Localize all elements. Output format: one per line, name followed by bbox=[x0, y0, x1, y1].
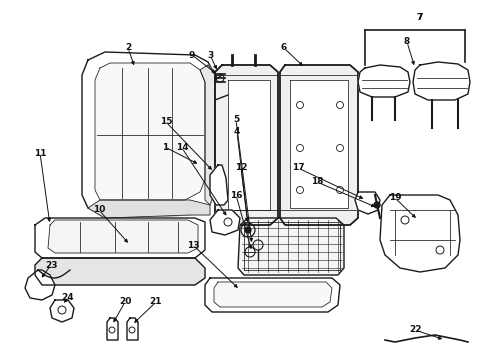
Text: 20: 20 bbox=[119, 297, 131, 306]
Polygon shape bbox=[95, 63, 204, 200]
Polygon shape bbox=[227, 80, 269, 210]
Text: 12: 12 bbox=[234, 163, 247, 172]
Polygon shape bbox=[379, 195, 459, 272]
Polygon shape bbox=[412, 62, 469, 100]
Text: 10: 10 bbox=[93, 206, 105, 215]
Text: 3: 3 bbox=[206, 50, 213, 59]
Polygon shape bbox=[354, 192, 379, 214]
Text: 9: 9 bbox=[188, 50, 195, 59]
Polygon shape bbox=[88, 200, 209, 218]
Polygon shape bbox=[215, 65, 278, 225]
Text: 4: 4 bbox=[233, 127, 240, 136]
Text: 2: 2 bbox=[124, 44, 131, 53]
Circle shape bbox=[373, 202, 379, 208]
Polygon shape bbox=[200, 65, 215, 205]
Polygon shape bbox=[25, 270, 55, 300]
Text: 17: 17 bbox=[291, 163, 304, 172]
Text: 15: 15 bbox=[160, 117, 172, 126]
Text: 19: 19 bbox=[388, 194, 401, 202]
Circle shape bbox=[244, 227, 250, 233]
Polygon shape bbox=[35, 258, 204, 285]
Text: 7: 7 bbox=[416, 13, 422, 22]
Text: 13: 13 bbox=[186, 240, 199, 249]
Polygon shape bbox=[35, 218, 204, 258]
Polygon shape bbox=[214, 282, 331, 307]
Polygon shape bbox=[289, 80, 347, 208]
Text: 22: 22 bbox=[408, 325, 420, 334]
Text: 5: 5 bbox=[232, 116, 239, 125]
Text: 18: 18 bbox=[310, 177, 323, 186]
Text: 6: 6 bbox=[280, 44, 286, 53]
Polygon shape bbox=[357, 65, 409, 97]
Text: 1: 1 bbox=[162, 143, 168, 152]
Text: 7: 7 bbox=[416, 13, 422, 22]
Text: 24: 24 bbox=[61, 293, 74, 302]
Text: 16: 16 bbox=[229, 190, 242, 199]
Polygon shape bbox=[209, 165, 227, 205]
Polygon shape bbox=[48, 220, 198, 253]
Text: 21: 21 bbox=[149, 297, 162, 306]
Polygon shape bbox=[238, 218, 343, 275]
Text: 23: 23 bbox=[45, 261, 57, 270]
Polygon shape bbox=[50, 300, 74, 322]
Polygon shape bbox=[107, 318, 118, 340]
Polygon shape bbox=[127, 318, 138, 340]
Polygon shape bbox=[204, 278, 339, 312]
Polygon shape bbox=[82, 52, 215, 218]
Polygon shape bbox=[209, 210, 240, 235]
Polygon shape bbox=[280, 65, 357, 225]
Text: 8: 8 bbox=[403, 37, 409, 46]
Text: 14: 14 bbox=[175, 144, 188, 153]
Text: 11: 11 bbox=[34, 148, 46, 158]
